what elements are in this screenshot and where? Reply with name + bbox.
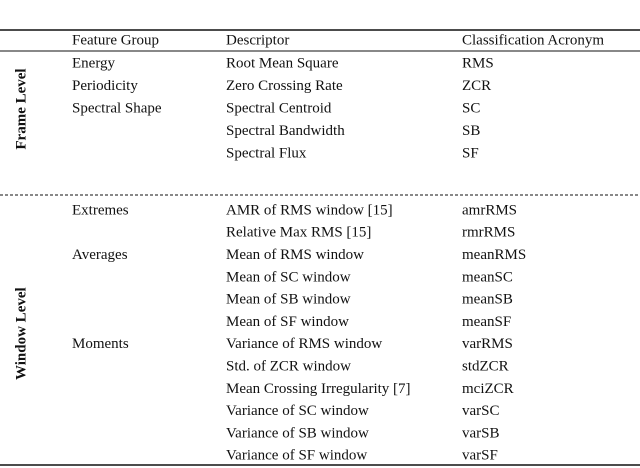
feature-group: Periodicity <box>72 78 138 94</box>
descriptor: Std. of ZCR window <box>226 359 351 375</box>
descriptor: Mean of SB window <box>226 292 351 308</box>
descriptor: Variance of SB window <box>226 425 369 441</box>
descriptor: Zero Crossing Rate <box>226 78 343 94</box>
acronym: mciZCR <box>462 381 514 397</box>
acronym: meanSF <box>462 314 511 330</box>
feature-group: Moments <box>72 336 129 352</box>
acronym: meanSC <box>462 269 513 285</box>
acronym: SC <box>462 100 480 116</box>
descriptor: Spectral Bandwidth <box>226 123 345 139</box>
acronym: varRMS <box>462 336 513 352</box>
acronym: ZCR <box>462 78 491 94</box>
acronym: varSC <box>462 403 500 419</box>
acronym: SB <box>462 123 480 139</box>
descriptor: Variance of SC window <box>226 403 369 419</box>
acronym: RMS <box>462 55 494 71</box>
acronym: meanSB <box>462 292 513 308</box>
descriptor: Variance of SF window <box>226 448 367 464</box>
descriptor: Variance of RMS window <box>226 336 382 352</box>
feature-group: Extremes <box>72 202 129 218</box>
section-label: Frame Level <box>13 68 29 149</box>
acronym: SF <box>462 145 479 161</box>
feature-group: Energy <box>72 55 116 71</box>
descriptor: Relative Max RMS [15] <box>226 225 371 241</box>
acronym: varSF <box>462 448 498 464</box>
descriptor: Mean of RMS window <box>226 247 364 263</box>
feature-group: Averages <box>72 247 128 263</box>
acronym: amrRMS <box>462 202 517 218</box>
descriptor: Mean of SC window <box>226 269 351 285</box>
section-label: Window Level <box>13 287 29 380</box>
column-header: Feature Group <box>72 32 159 48</box>
descriptor: Spectral Flux <box>226 145 307 161</box>
acronym: meanRMS <box>462 247 526 263</box>
descriptor: Mean of SF window <box>226 314 349 330</box>
column-header: Classification Acronym <box>462 32 604 48</box>
descriptor: AMR of RMS window [15] <box>226 202 393 218</box>
column-header: Descriptor <box>226 32 289 48</box>
descriptor: Spectral Centroid <box>226 100 332 116</box>
descriptor: Mean Crossing Irregularity [7] <box>226 381 411 397</box>
descriptor: Root Mean Square <box>226 55 339 71</box>
feature-group: Spectral Shape <box>72 100 162 116</box>
acronym: varSB <box>462 425 500 441</box>
acronym: rmrRMS <box>462 225 515 241</box>
acronym: stdZCR <box>462 359 509 375</box>
